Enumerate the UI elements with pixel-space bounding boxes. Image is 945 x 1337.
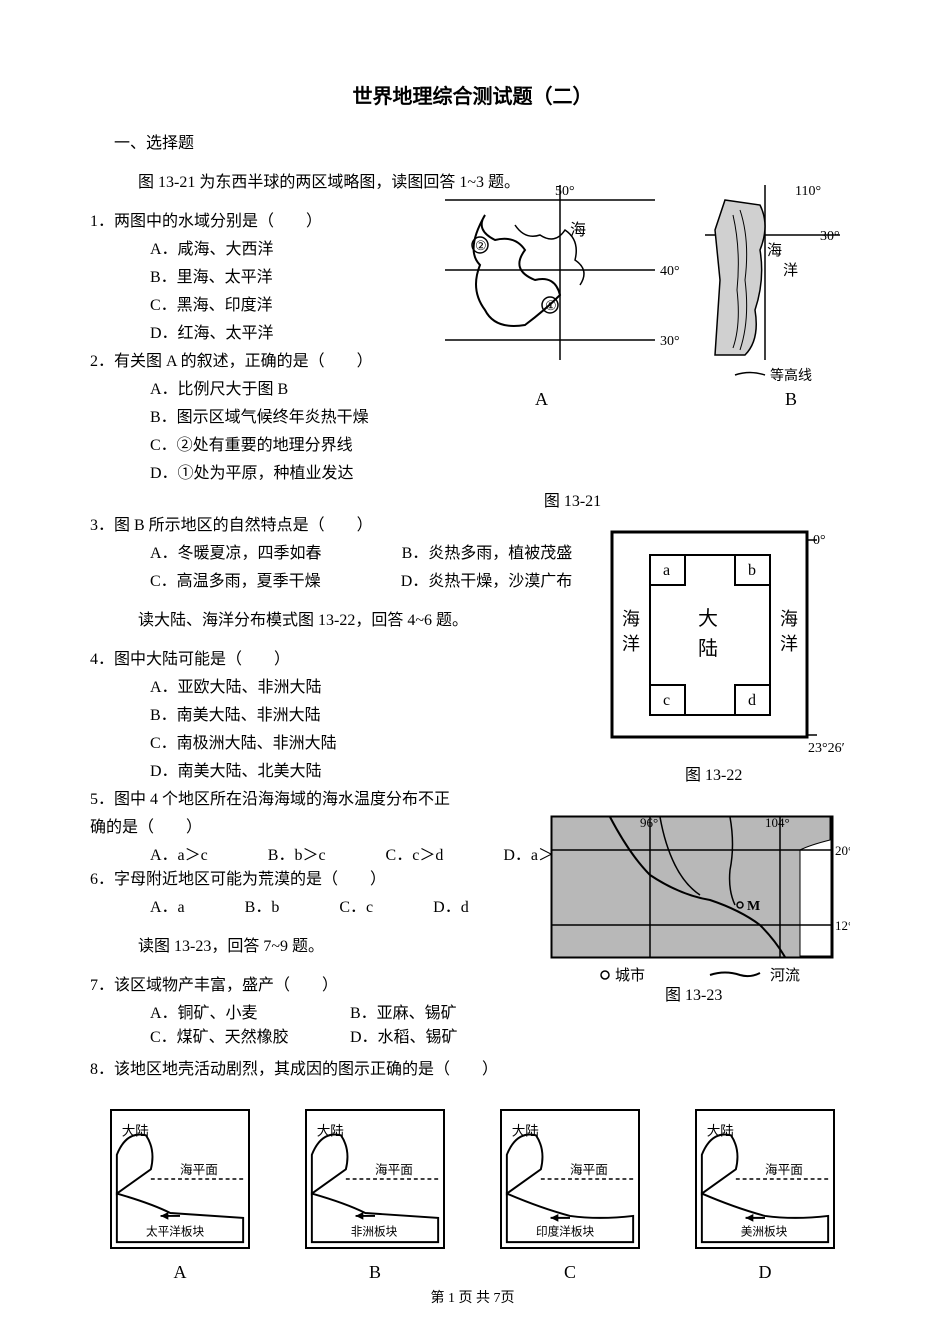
- q7-option-d: D．水稻、锡矿: [350, 1023, 458, 1047]
- svg-text:30°: 30°: [660, 334, 680, 349]
- svg-text:海平面: 海平面: [375, 1163, 413, 1177]
- q6-option-c: C．c: [339, 893, 373, 917]
- q1-option-d: D．红海、太平洋: [150, 319, 470, 343]
- lat-50: 50°: [555, 184, 575, 199]
- q6-option-b: B．b: [245, 893, 280, 917]
- q3-option-a: A．冬暖夏凉，四季如春: [150, 539, 322, 563]
- svg-text:B: B: [785, 389, 797, 409]
- diagram-b-label: B: [305, 1262, 445, 1283]
- q7-option-a: A．铜矿、小麦: [150, 999, 350, 1023]
- svg-text:d: d: [748, 692, 756, 709]
- figure-13-22: a b c d 大 陆 海 洋 海 洋 0° 23°26′ 图 13-22: [610, 530, 850, 790]
- figure-13-21: 50° 40° 30° 海 ② ① A 110° 30° 海 洋: [425, 180, 845, 430]
- question-2: 2．有关图 A 的叙述，正确的是（ ）: [90, 347, 470, 371]
- q6-option-d: D．d: [433, 893, 469, 917]
- figure-13-23: 96° 104° 20° 12° M 城市 河流 图 13-23: [550, 815, 850, 1005]
- question-5b: 确的是（ ）: [90, 813, 470, 837]
- svg-text:A: A: [535, 389, 548, 409]
- svg-text:23°26′: 23°26′: [808, 741, 845, 756]
- svg-text:图 13-22: 图 13-22: [685, 767, 742, 784]
- svg-text:海: 海: [570, 221, 586, 239]
- svg-text:①: ①: [545, 298, 557, 313]
- q5-option-a: A．a＞c: [150, 841, 208, 865]
- diagram-c-label: C: [500, 1262, 640, 1283]
- diagram-d-label: D: [695, 1262, 835, 1283]
- svg-text:洋: 洋: [780, 634, 798, 654]
- q2-option-c: C．②处有重要的地理分界线: [150, 431, 470, 455]
- q2-option-d: D．①处为平原，种植业发达: [150, 459, 470, 483]
- svg-text:大陆: 大陆: [707, 1123, 734, 1138]
- svg-text:12°: 12°: [835, 918, 850, 933]
- svg-text:110°: 110°: [795, 184, 821, 199]
- q5-option-b: B．b＞c: [268, 841, 326, 865]
- q1-option-b: B．里海、太平洋: [150, 263, 470, 287]
- diagram-a-label: A: [110, 1262, 250, 1283]
- diagram-b: 大陆 海平面 非洲板块 B: [305, 1109, 445, 1283]
- q4-option-c: C．南极洲大陆、非洲大陆: [150, 729, 470, 753]
- q2-option-b: B．图示区域气候终年炎热干燥: [150, 403, 470, 427]
- q1-option-c: C．黑海、印度洋: [150, 291, 470, 315]
- svg-text:海: 海: [622, 609, 640, 629]
- svg-text:河流: 河流: [770, 967, 800, 984]
- svg-text:0°: 0°: [813, 533, 826, 548]
- svg-text:大陆: 大陆: [122, 1123, 149, 1138]
- section-header: 一、选择题: [90, 129, 855, 153]
- q5-option-c: C．c＞d: [386, 841, 444, 865]
- q1-option-a: A．咸海、大西洋: [150, 235, 470, 259]
- q7-option-c: C．煤矿、天然橡胶: [150, 1023, 350, 1047]
- svg-text:96°: 96°: [640, 815, 658, 830]
- svg-text:104°: 104°: [765, 815, 790, 830]
- diagram-c: 大陆 海平面 印度洋板块 C: [500, 1109, 640, 1283]
- svg-text:c: c: [663, 692, 670, 709]
- svg-text:②: ②: [475, 238, 487, 253]
- q3-option-b: B．炎热多雨，植被茂盛: [402, 539, 573, 563]
- svg-text:40°: 40°: [660, 264, 680, 279]
- svg-text:大陆: 大陆: [317, 1123, 344, 1138]
- q4-option-d: D．南美大陆、北美大陆: [150, 757, 470, 781]
- q2-option-a: A．比例尺大于图 B: [150, 375, 470, 399]
- plate-diagrams: 大陆 海平面 太平洋板块 A 大陆 海平面 非洲板块 B 大陆 海平面: [90, 1109, 855, 1283]
- q6-option-a: A．a: [150, 893, 185, 917]
- svg-text:大: 大: [698, 607, 718, 630]
- diagram-a: 大陆 海平面 太平洋板块 A: [110, 1109, 250, 1283]
- page-title: 世界地理综合测试题（二）: [90, 80, 855, 109]
- svg-text:20°: 20°: [835, 843, 850, 858]
- question-5: 5．图中 4 个地区所在沿海海域的海水温度分布不正: [90, 785, 470, 809]
- svg-text:城市: 城市: [615, 967, 645, 984]
- svg-text:陆: 陆: [698, 637, 718, 660]
- svg-text:海: 海: [767, 242, 782, 259]
- svg-text:洋: 洋: [783, 262, 798, 279]
- svg-text:海平面: 海平面: [570, 1163, 608, 1177]
- svg-text:海平面: 海平面: [180, 1163, 218, 1177]
- svg-text:太平洋板块: 太平洋板块: [146, 1224, 205, 1238]
- svg-text:a: a: [663, 562, 670, 579]
- svg-text:印度洋板块: 印度洋板块: [536, 1224, 595, 1238]
- svg-text:图 13-23: 图 13-23: [665, 987, 722, 1004]
- q4-option-a: A．亚欧大陆、非洲大陆: [150, 673, 470, 697]
- page-footer: 第 1 页 共 7页: [0, 1287, 945, 1307]
- q3-option-c: C．高温多雨，夏季干燥: [150, 567, 321, 591]
- svg-text:b: b: [748, 562, 756, 579]
- svg-text:洋: 洋: [622, 634, 640, 654]
- svg-text:大陆: 大陆: [512, 1123, 539, 1138]
- q3-option-d: D．炎热干燥，沙漠广布: [401, 567, 573, 591]
- svg-text:美洲板块: 美洲板块: [741, 1224, 788, 1238]
- q4-option-b: B．南美大陆、非洲大陆: [150, 701, 470, 725]
- svg-text:海: 海: [780, 609, 798, 629]
- svg-text:海平面: 海平面: [765, 1163, 803, 1177]
- q7-option-b: B．亚麻、锡矿: [350, 999, 457, 1023]
- question-8: 8．该地区地壳活动剧烈，其成因的图示正确的是（ ）: [90, 1055, 855, 1079]
- svg-text:等高线: 等高线: [770, 367, 812, 384]
- question-4: 4．图中大陆可能是（ ）: [90, 645, 470, 669]
- svg-text:30°: 30°: [820, 229, 840, 244]
- svg-text:M: M: [747, 899, 760, 914]
- fig1-label: 图 13-21: [290, 487, 855, 511]
- question-1: 1．两图中的水域分别是（ ）: [90, 207, 470, 231]
- diagram-d: 大陆 海平面 美洲板块 D: [695, 1109, 835, 1283]
- svg-text:非洲板块: 非洲板块: [351, 1224, 398, 1238]
